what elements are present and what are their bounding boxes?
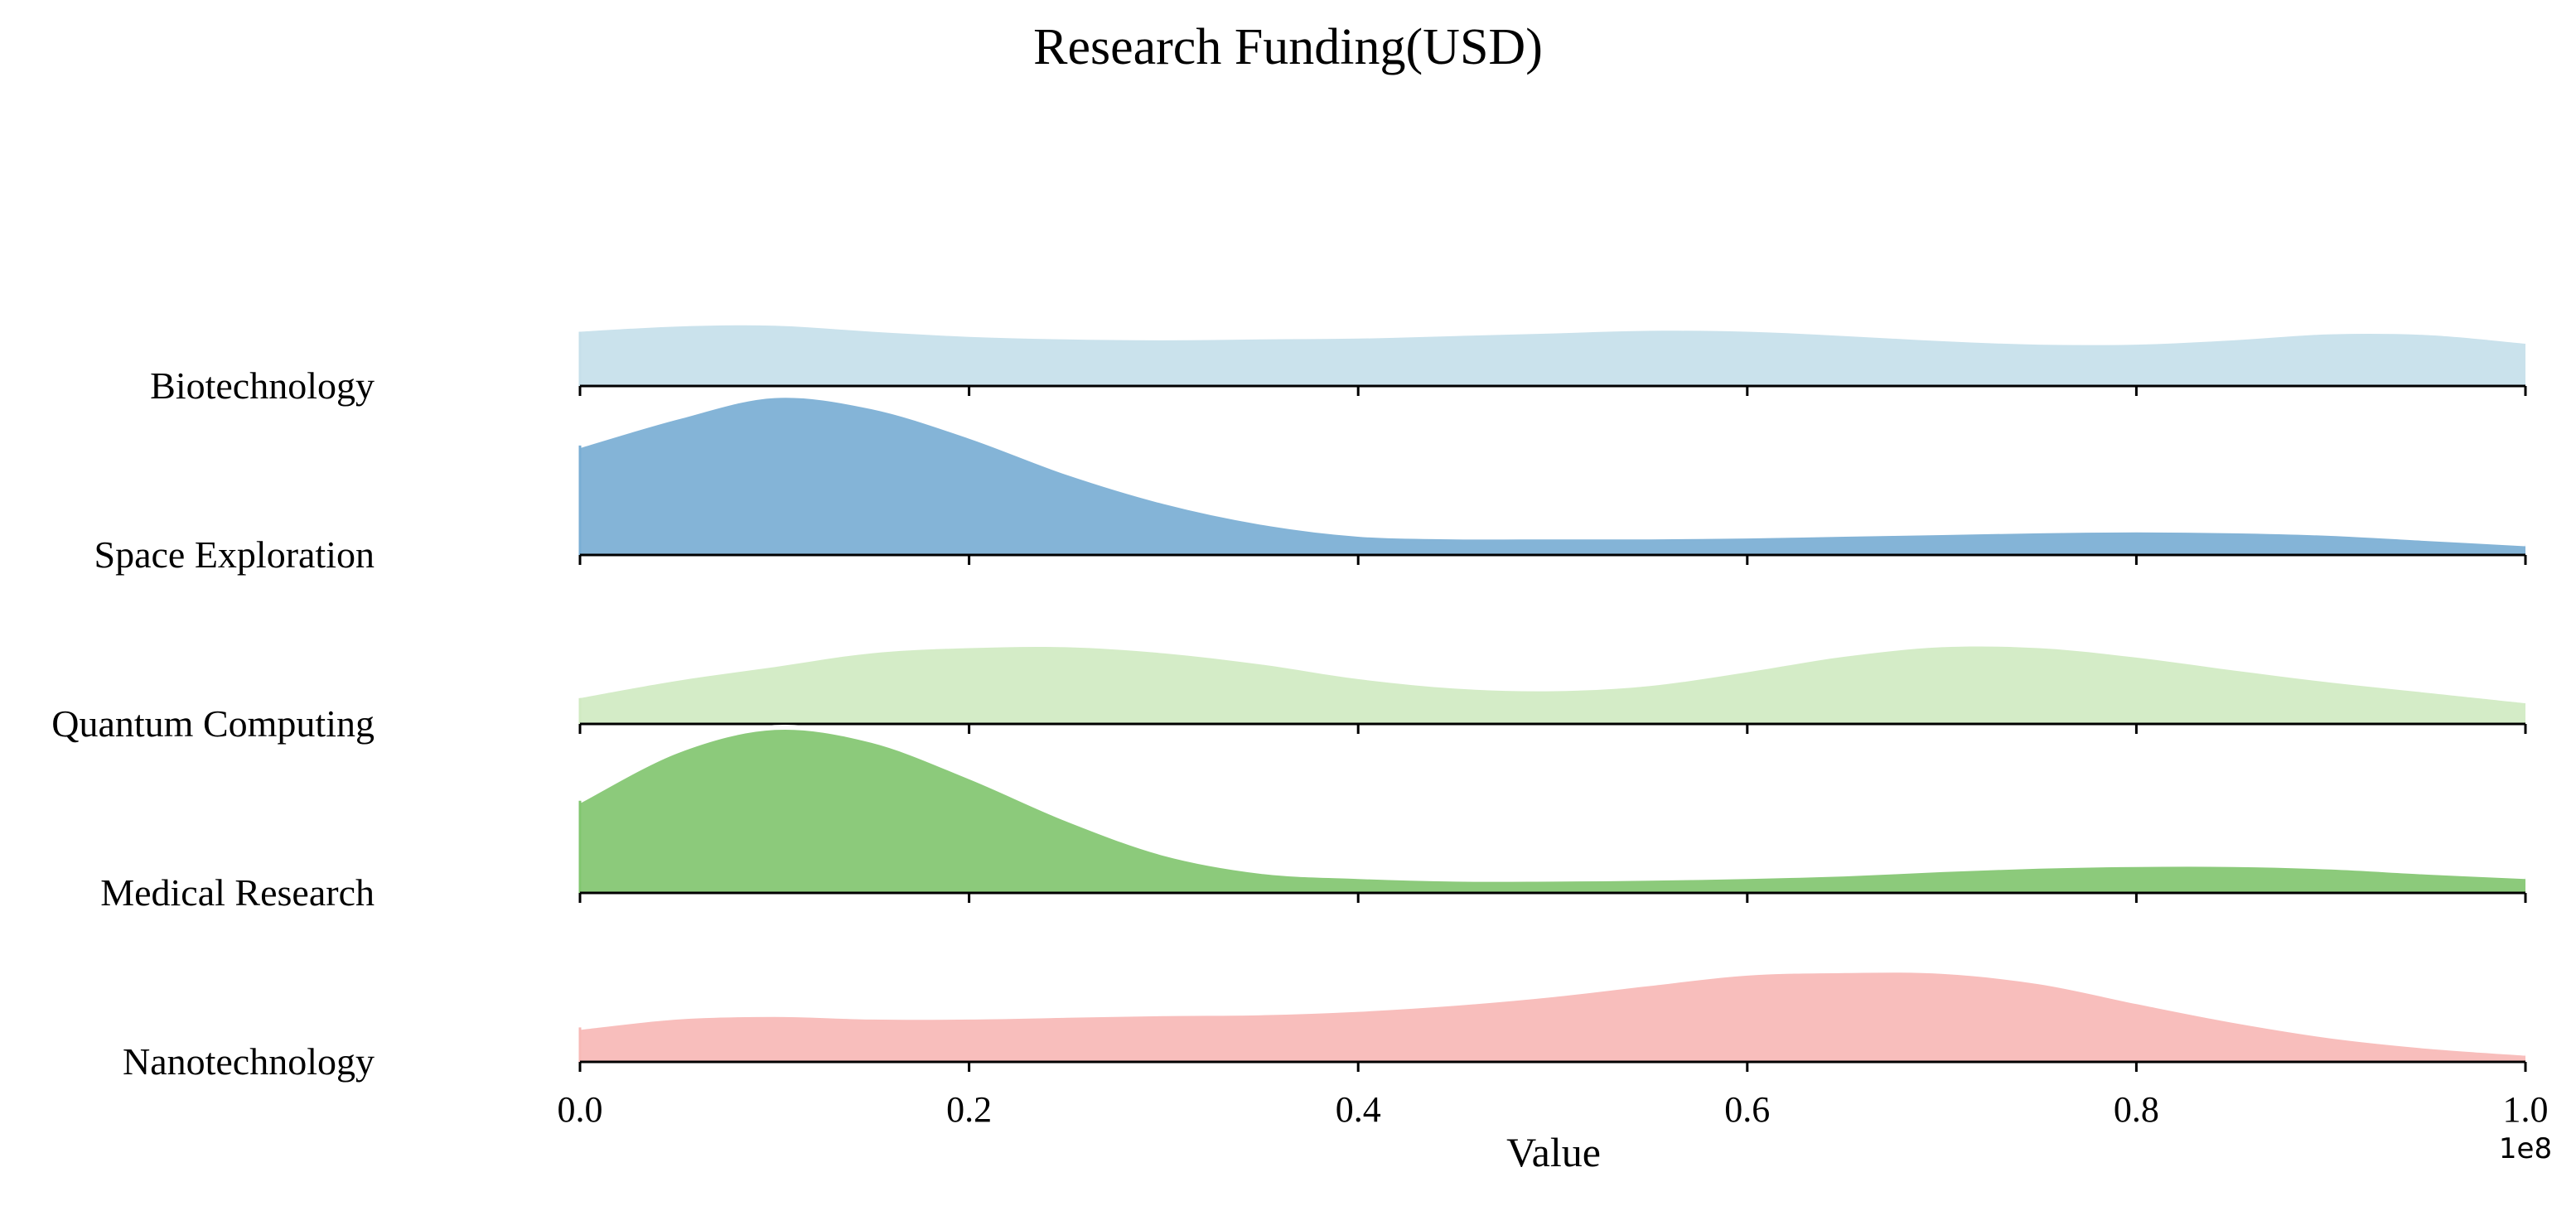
ridge-nanotechnology: [578, 967, 2527, 1072]
ridge-outline-space-exploration: [579, 393, 2526, 547]
ridge-area-medical-research: [580, 726, 2525, 893]
x-tick-label: 0.4: [1336, 1089, 1381, 1130]
ridge-area-space-exploration: [580, 395, 2525, 555]
x-tick-label: 0.0: [558, 1089, 603, 1130]
category-label-medical-research: Medical Research: [100, 871, 375, 914]
ridge-area-nanotechnology: [580, 970, 2525, 1062]
ridge-layer: [578, 325, 2527, 1072]
ridge-area-biotechnology: [580, 325, 2525, 386]
x-tick-label: 0.8: [2114, 1089, 2159, 1130]
category-label-biotechnology: Biotechnology: [150, 364, 375, 407]
category-label-space-exploration: Space Exploration: [94, 533, 375, 576]
chart-title: Research Funding(USD): [1033, 19, 1543, 75]
x-axis-multiplier: 1e8: [2499, 1132, 2552, 1165]
ridge-quantum-computing: [578, 646, 2527, 734]
ridge-space-exploration: [578, 393, 2527, 565]
ridge-outline-nanotechnology: [579, 967, 2526, 1056]
category-label-quantum-computing: Quantum Computing: [51, 702, 375, 745]
category-labels: Biotechnology Space Exploration Quantum Co…: [51, 364, 375, 1083]
ridge-medical-research: [578, 724, 2527, 903]
ridge-biotechnology: [578, 325, 2527, 396]
x-tick-label: 1.0: [2503, 1089, 2549, 1130]
x-tick-label: 0.2: [946, 1089, 992, 1130]
ridge-area-quantum-computing: [580, 646, 2525, 724]
ridge-outline-medical-research: [578, 724, 2526, 882]
x-axis: 0.0 0.2 0.4 0.6 0.8 1.0: [558, 1089, 2549, 1130]
x-tick-label: 0.6: [1724, 1089, 1770, 1130]
x-axis-label: Value: [1506, 1129, 1601, 1175]
category-label-nanotechnology: Nanotechnology: [123, 1040, 375, 1083]
